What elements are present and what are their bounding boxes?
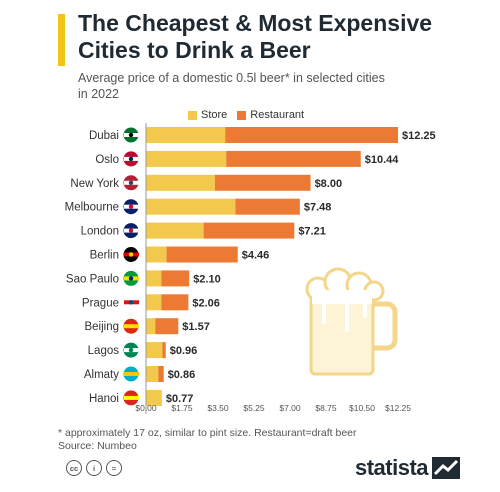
flag-sao-paulo-emblem bbox=[128, 276, 134, 281]
chart-legend: Store Restaurant bbox=[188, 109, 304, 121]
bar-restaurant-almaty bbox=[158, 366, 164, 382]
bar-store-berlin bbox=[146, 246, 167, 263]
category-label-almaty: Almaty bbox=[84, 369, 119, 381]
brand-name: statista bbox=[355, 455, 429, 480]
flag-berlin-emblem bbox=[128, 252, 134, 257]
flag-beijing-stripe bbox=[124, 324, 139, 329]
flag-lagos-emblem bbox=[128, 347, 134, 353]
flag-london-emblem bbox=[128, 228, 134, 233]
bar-restaurant-oslo bbox=[226, 150, 361, 167]
chart-subtitle: Average price of a domestic 0.5l beer* i… bbox=[78, 71, 385, 101]
bar-store-prague bbox=[146, 294, 162, 311]
x-tick-label: $5.25 bbox=[243, 403, 265, 413]
legend-item-store: Store bbox=[188, 109, 227, 121]
bar-store-new-york bbox=[146, 174, 215, 191]
flag-oslo-emblem bbox=[128, 156, 134, 162]
x-tick-label: $10.50 bbox=[349, 403, 375, 413]
bar-restaurant-london bbox=[203, 222, 295, 239]
category-label-oslo: Oslo bbox=[95, 154, 119, 166]
category-label-melbourne: Melbourne bbox=[65, 202, 119, 214]
chart-title: The Cheapest & Most Expensive Cities to … bbox=[78, 10, 433, 63]
data-label-beijing: $1.57 bbox=[182, 321, 210, 333]
category-label-beijing: Beijing bbox=[84, 321, 119, 333]
category-label-new-york: New York bbox=[70, 178, 119, 190]
legend-swatch-store bbox=[188, 110, 197, 120]
data-label-new-york: $8.00 bbox=[315, 178, 343, 190]
footnote-note: * approximately 17 oz, similar to pint s… bbox=[58, 427, 357, 439]
legend-item-restaurant: Restaurant bbox=[237, 109, 304, 121]
bar-restaurant-beijing bbox=[155, 318, 179, 335]
data-label-berlin: $4.46 bbox=[242, 250, 270, 262]
bar-store-almaty bbox=[146, 366, 159, 382]
bar-restaurant-melbourne bbox=[235, 198, 300, 215]
statista-logo-icon bbox=[432, 457, 461, 479]
bar-store-dubai bbox=[146, 127, 226, 143]
bar-restaurant-berlin bbox=[166, 246, 238, 263]
bar-store-london bbox=[146, 222, 204, 239]
flag-melbourne-emblem bbox=[128, 204, 134, 209]
bar-store-melbourne bbox=[146, 198, 236, 215]
category-label-london: London bbox=[81, 226, 119, 238]
x-tick-label: $8.75 bbox=[315, 403, 337, 413]
beer-mug-illustration bbox=[305, 267, 398, 376]
bar-restaurant-new-york bbox=[214, 174, 311, 191]
statista-logo: statista bbox=[355, 455, 461, 481]
x-tick-label: $12.25 bbox=[385, 403, 411, 413]
flag-hanoi-stripe bbox=[124, 395, 139, 400]
data-label-almaty: $0.86 bbox=[168, 369, 196, 381]
data-label-melbourne: $7.48 bbox=[304, 202, 332, 214]
bar-restaurant-dubai bbox=[225, 127, 398, 143]
data-label-hanoi: $0.77 bbox=[166, 393, 194, 405]
category-label-dubai: Dubai bbox=[89, 130, 119, 142]
license-icons: cc i = bbox=[66, 460, 122, 476]
footnote: * approximately 17 oz, similar to pint s… bbox=[58, 427, 357, 453]
category-label-berlin: Berlin bbox=[90, 250, 119, 262]
bar-store-beijing bbox=[146, 318, 156, 335]
no-derivatives-icon: = bbox=[106, 460, 122, 476]
legend-label-restaurant: Restaurant bbox=[250, 109, 305, 121]
creative-commons-icon: cc bbox=[66, 460, 82, 476]
attribution-icon: i bbox=[86, 460, 102, 476]
data-label-oslo: $10.44 bbox=[365, 154, 400, 166]
bar-store-oslo bbox=[146, 150, 227, 167]
legend-swatch-restaurant bbox=[237, 110, 247, 120]
category-label-sao-paulo: Sao Paulo bbox=[66, 273, 119, 285]
category-label-lagos: Lagos bbox=[88, 345, 120, 357]
bar-restaurant-prague bbox=[161, 294, 189, 311]
bar-store-sao-paulo bbox=[146, 270, 162, 287]
bar-store-lagos bbox=[146, 342, 163, 359]
legend-label-store: Store bbox=[201, 109, 228, 121]
data-label-lagos: $0.96 bbox=[170, 345, 198, 357]
x-tick-label: $0.00 bbox=[135, 403, 157, 413]
flag-almaty-stripe bbox=[124, 372, 139, 376]
category-label-prague: Prague bbox=[82, 297, 119, 309]
title-accent-bar bbox=[58, 14, 65, 66]
flag-prague-emblem bbox=[128, 300, 134, 305]
data-label-dubai: $12.25 bbox=[402, 130, 436, 142]
data-label-london: $7.21 bbox=[298, 226, 326, 238]
data-label-prague: $2.06 bbox=[192, 297, 220, 309]
x-tick-label: $3.50 bbox=[207, 403, 229, 413]
bar-restaurant-sao-paulo bbox=[161, 270, 190, 287]
footnote-source: Source: Numbeo bbox=[58, 440, 137, 452]
bar-restaurant-lagos bbox=[162, 342, 166, 359]
x-tick-label: $1.75 bbox=[171, 403, 193, 413]
data-label-sao-paulo: $2.10 bbox=[193, 273, 221, 285]
bar-store-hanoi bbox=[146, 389, 162, 406]
flag-dubai-emblem bbox=[128, 132, 134, 138]
category-label-hanoi: Hanoi bbox=[89, 393, 119, 405]
flag-new-york-emblem bbox=[128, 180, 134, 185]
x-tick-label: $7.00 bbox=[279, 403, 301, 413]
